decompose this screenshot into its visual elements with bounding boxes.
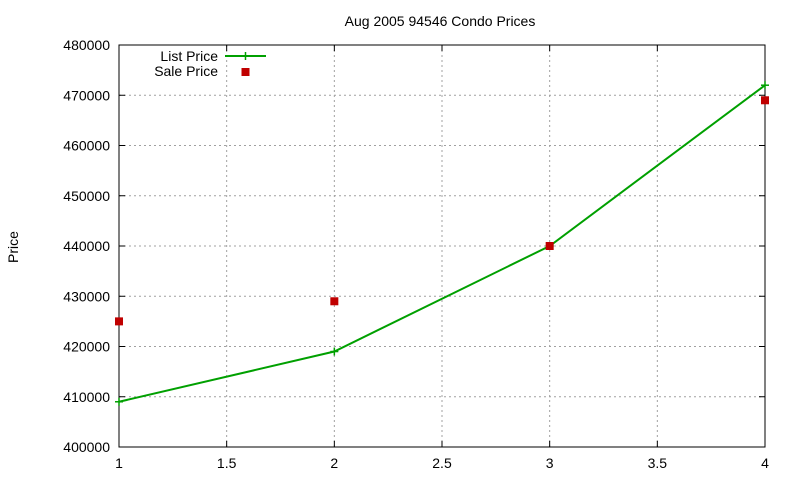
x-tick-label: 1.5 (217, 455, 237, 471)
sale-price-point (761, 96, 769, 105)
chart-title: Aug 2005 94546 Condo Prices (345, 13, 536, 29)
y-tick-label: 470000 (63, 87, 110, 103)
legend-marker-list-price (241, 52, 250, 60)
list-price-line (118, 84, 766, 403)
x-tick-label: 2.5 (432, 455, 452, 471)
y-tick-label: 480000 (63, 37, 110, 53)
legend-label-list-price: List Price (160, 48, 218, 64)
list-price-point (115, 397, 123, 406)
sale-price-point (330, 297, 339, 306)
x-tick-label: 3 (546, 455, 554, 471)
y-tick-label: 450000 (63, 188, 110, 204)
x-tick-label: 3.5 (648, 455, 668, 471)
x-tick-label: 2 (330, 455, 338, 471)
data-series (115, 81, 769, 406)
y-axis-label: Price (5, 231, 21, 263)
x-tick-label: 4 (761, 455, 769, 471)
y-tick-label: 440000 (63, 238, 110, 254)
y-tick-label: 420000 (63, 339, 110, 355)
y-tick-label: 430000 (63, 288, 110, 304)
y-tick-label: 400000 (63, 439, 110, 455)
list-price-point (761, 81, 769, 90)
sale-price-point (545, 242, 554, 250)
grid-lines (119, 45, 765, 447)
y-tick-label: 410000 (63, 389, 110, 405)
list-price-point (330, 347, 339, 356)
y-tick-label: 460000 (63, 138, 110, 154)
sale-price-point (115, 317, 123, 326)
axis-ticks: 1 1.5 2 2.5 3 3.5 4 400000 410000 420000 430000 440… (63, 37, 769, 471)
legend-label-sale-price: Sale Price (154, 63, 218, 79)
legend-marker-sale-price (241, 68, 250, 76)
x-tick-label: 1 (115, 455, 123, 471)
